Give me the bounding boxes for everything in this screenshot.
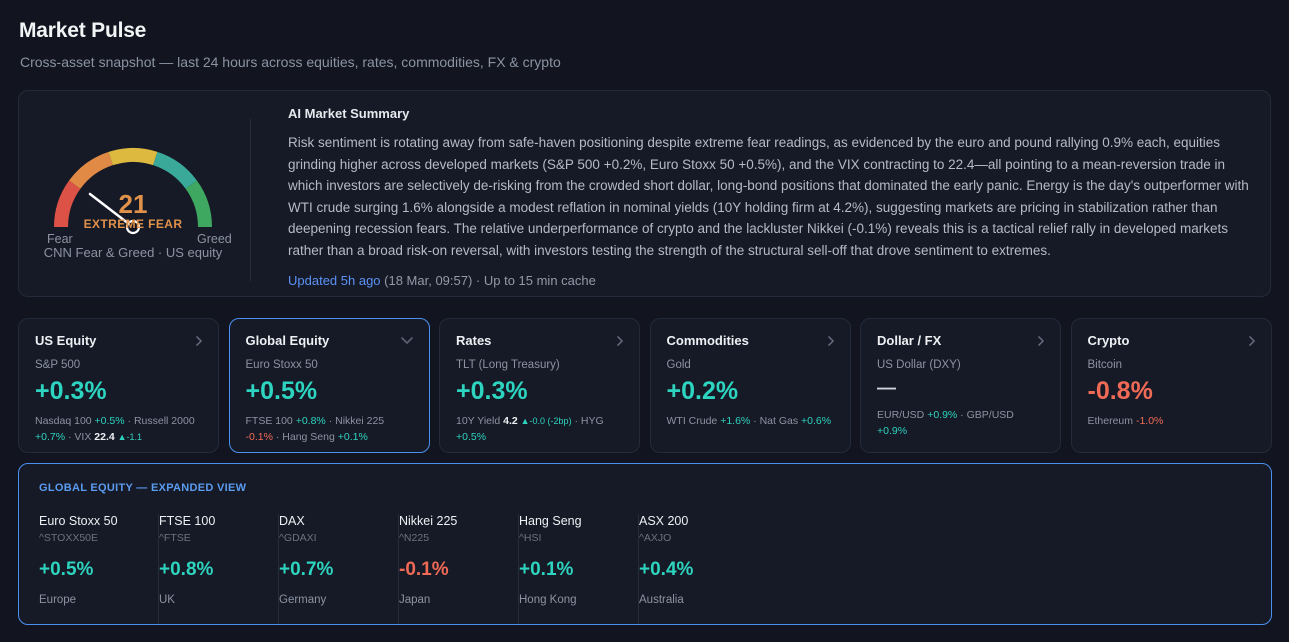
- svg-text:Greed: Greed: [197, 232, 232, 246]
- svg-text:Fear: Fear: [47, 232, 73, 246]
